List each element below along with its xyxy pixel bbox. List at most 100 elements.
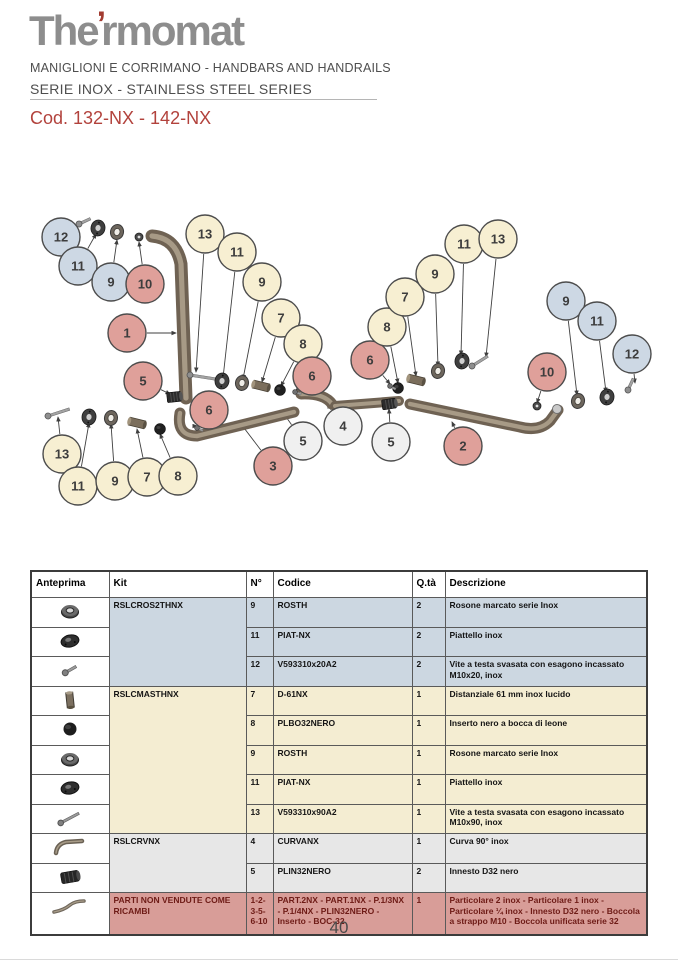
callout-11: 11	[58, 466, 98, 506]
callout-9: 9	[242, 262, 282, 302]
table-row: PARTI NON VENDUTE COME RICAMBI 1-2- 3-5- …	[30, 892, 648, 935]
screw-part	[186, 371, 219, 382]
ring-part	[234, 375, 250, 391]
col-header-2: N°	[245, 570, 274, 598]
black-insert-icon	[63, 722, 77, 736]
callout-8: 8	[367, 307, 407, 347]
leader-line	[135, 428, 144, 458]
part-number-cell: 11	[245, 774, 274, 805]
leader-line	[382, 375, 391, 385]
callout-10: 10	[527, 352, 567, 392]
callout-7: 7	[261, 298, 301, 338]
part-number-cell: 7	[245, 685, 274, 716]
screw-short-icon	[61, 664, 78, 677]
svg-text:9: 9	[258, 275, 265, 290]
code-cell: V593310x90A2	[272, 803, 413, 834]
part-number-cell: 9	[245, 744, 274, 775]
callout-5: 5	[283, 421, 323, 461]
lower-elbow-pipe	[173, 406, 300, 442]
brand-logo-text: The	[29, 7, 100, 54]
quantity-cell: 2	[411, 656, 446, 687]
svg-text:7: 7	[143, 470, 150, 485]
spare-tube-icon	[52, 899, 86, 914]
table-header-row: Anteprima Kit N° Codice Q.tà Descrizione	[30, 570, 648, 598]
code-cell: CURVANX	[272, 833, 413, 864]
svg-text:11: 11	[590, 314, 604, 329]
svg-text:11: 11	[71, 259, 85, 274]
piattello-disc-icon	[60, 633, 80, 648]
callout-6: 6	[292, 356, 332, 396]
col-header-4: Q.tà	[411, 570, 446, 598]
piattello-disc-icon	[60, 781, 80, 795]
curve-pipe-icon	[54, 838, 85, 856]
callout-11: 11	[217, 232, 257, 272]
part-number-cell: 1-2- 3-5- 6-10	[245, 892, 274, 935]
ball-part	[532, 401, 542, 411]
ribbed-part	[166, 391, 183, 403]
description-cell: Inserto nero a bocca di leone	[444, 715, 648, 746]
ring-part	[570, 393, 586, 409]
svg-text:9: 9	[562, 294, 569, 309]
table-row: 11 PIAT-NX 2 Piattello inox	[30, 626, 648, 657]
svg-text:11: 11	[71, 479, 85, 494]
table-row: 13 V593310x90A2 1 Vite a testa svasata con …	[30, 803, 648, 834]
part-number-cell: 12	[245, 656, 274, 687]
leader-line	[280, 361, 295, 387]
screw-long-icon	[57, 811, 81, 826]
brand-logo: The’rmomat	[29, 5, 245, 57]
callout-9: 9	[415, 254, 455, 294]
svg-text:6: 6	[308, 369, 315, 384]
leader-line	[137, 241, 143, 265]
svg-text:9: 9	[111, 474, 118, 489]
leader-line	[109, 423, 115, 462]
svg-text:11: 11	[230, 245, 244, 260]
svg-text:13: 13	[491, 232, 505, 247]
callout-5: 5	[123, 361, 163, 401]
screw-part	[44, 407, 71, 420]
svg-text:13: 13	[198, 227, 212, 242]
kit-cell-0: RSLCROS2THNX	[108, 597, 247, 687]
leader-line	[390, 346, 400, 384]
code-cell: D-61NX	[272, 685, 413, 716]
description-cell: Piattello inox	[444, 626, 648, 657]
screw-part	[624, 377, 635, 394]
code-cell: PIAT-NX	[272, 626, 413, 657]
table-row: 12 V593310x20A2 2 Vite a testa svasata con …	[30, 656, 648, 687]
callout-12: 12	[41, 217, 81, 257]
callout-9: 9	[91, 262, 131, 302]
col-header-5: Descrizione	[444, 570, 648, 598]
part-number-cell: 5	[245, 862, 274, 893]
rosone-ring-icon	[61, 752, 80, 766]
rosone-ring-icon	[61, 605, 80, 619]
callout-13: 13	[478, 219, 518, 259]
long-handrail-bar	[404, 398, 564, 434]
leader-line	[113, 239, 119, 263]
description-cell: Rosone marcato serie Inox	[444, 744, 648, 775]
table-row: RSLCROS2THNX 9 ROSTH 2 Rosone marcato serie …	[30, 597, 648, 687]
table-row: RSLCRVNX 4 CURVANX 1 Curva 90° inox	[30, 833, 648, 893]
svg-text:12: 12	[54, 230, 68, 245]
leader-line	[484, 258, 497, 358]
description-cell: Piattello inox	[444, 774, 648, 805]
leader-line	[221, 271, 236, 379]
code-cell: V593310x20A2	[272, 656, 413, 687]
rosone-part	[81, 408, 97, 426]
svg-text:7: 7	[277, 311, 284, 326]
ring-part	[103, 410, 119, 426]
leader-line	[536, 390, 542, 404]
table-row: 8 PLBO32NERO 1 Inserto nero a bocca di leon…	[30, 715, 648, 746]
table-row: 9 ROSTH 1 Rosone marcato serie Inox	[30, 744, 648, 775]
kit-cell-3: PARTI NON VENDUTE COME RICAMBI	[108, 892, 247, 935]
vertical-handrail-pipe	[145, 229, 193, 405]
brand-leaf-icon: ’	[96, 5, 107, 43]
bolt-part	[387, 383, 397, 391]
part-number-cell: 13	[245, 803, 274, 834]
svg-text:5: 5	[139, 374, 146, 389]
svg-text:4: 4	[339, 419, 347, 434]
callout-4: 4	[323, 406, 363, 446]
part-number-cell: 9	[245, 597, 274, 628]
ring-part	[430, 363, 446, 379]
callout-3: 3	[253, 446, 293, 486]
kit-cell-2: RSLCRVNX	[108, 833, 247, 893]
